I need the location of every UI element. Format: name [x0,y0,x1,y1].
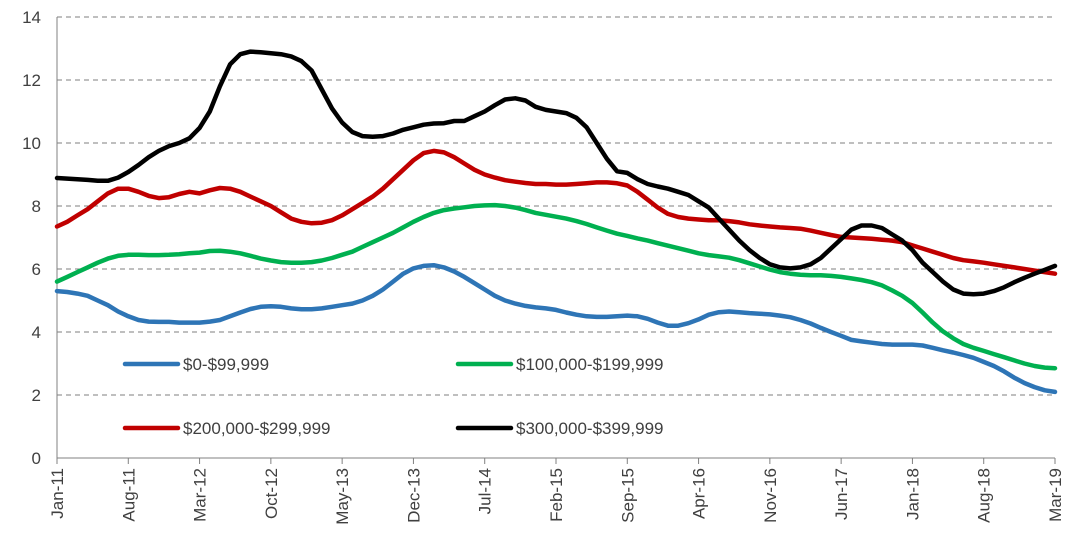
y-tick-label: 6 [32,260,41,279]
x-tick-label: Aug-18 [975,468,994,523]
y-tick-label: 0 [32,449,41,468]
x-tick-label: Aug-11 [119,468,138,522]
series-line [54,49,1058,297]
x-tick-label: Mar-19 [1046,468,1065,522]
x-tick-label: Sep-15 [618,468,637,523]
x-tick-label: May-13 [333,468,352,525]
series-line [54,148,1058,276]
x-tick-label: Feb-15 [547,468,566,522]
legend-label: $300,000-$399,999 [516,419,663,438]
legend-label: $200,000-$299,999 [183,419,330,438]
x-tick-label: Apr-16 [690,468,709,519]
x-tick-label: Mar-12 [191,468,210,522]
y-tick-label: 8 [32,197,41,216]
series-line [54,202,1058,371]
series-line [54,262,1058,395]
legend-label: $0-$99,999 [183,355,269,374]
y-tick-label: 14 [22,8,41,27]
x-tick-label: Nov-16 [761,468,780,523]
x-tick-label: Jan-18 [903,468,922,520]
y-tick-label: 4 [32,323,41,342]
x-tick-label: Jul-14 [476,468,495,514]
y-tick-label: 12 [22,71,41,90]
y-tick-label: 10 [22,134,41,153]
x-tick-label: Oct-12 [262,468,281,519]
x-tick-label: Jan-11 [48,468,67,519]
legend-label: $100,000-$199,999 [516,355,663,374]
x-tick-label: Jun-17 [832,468,851,520]
x-tick-label: Dec-13 [404,468,423,523]
y-tick-label: 2 [32,386,41,405]
